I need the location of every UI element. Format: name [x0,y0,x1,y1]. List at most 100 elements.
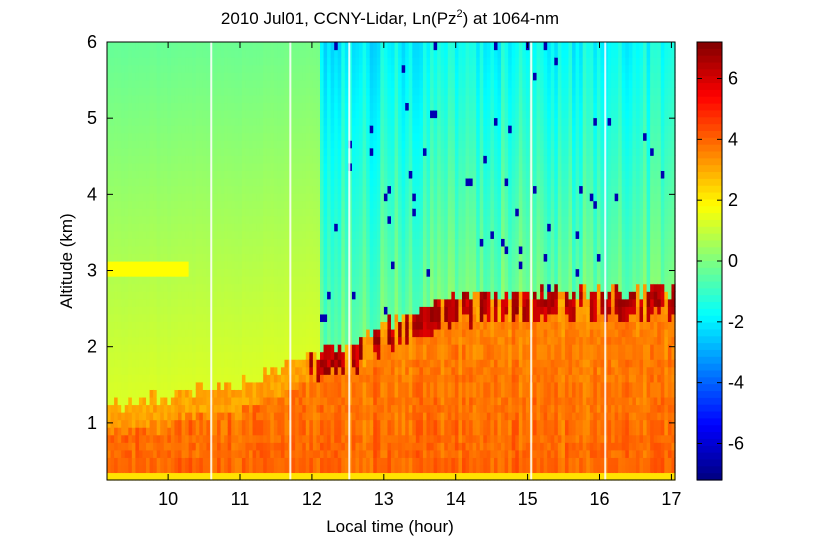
heatmap-cell [398,109,403,119]
heatmap-cell [259,336,264,345]
heatmap-cell [383,442,389,451]
heatmap-cell [156,328,161,338]
heatmap-cell [277,117,282,126]
heatmap-cell [320,396,325,406]
heatmap-cell [178,208,183,217]
heatmap-cell [316,291,321,300]
heatmap-cell [305,230,310,239]
heatmap-cell [256,336,261,345]
heatmap-cell [401,442,406,451]
heatmap-cell [398,102,403,111]
heatmap-cell [213,336,218,345]
heatmap-cell [153,328,158,338]
heatmap-cell [124,442,129,451]
heatmap-cell [188,306,193,315]
heatmap-cell [391,162,396,171]
heatmap-cell [192,162,197,171]
heatmap-cell [135,57,140,66]
heatmap-cell [170,336,176,345]
heatmap-cell [291,64,296,73]
heatmap-cell [302,230,307,239]
heatmap-cell [263,291,268,300]
heatmap-cell [160,464,165,474]
heatmap-cell [153,87,158,96]
heatmap-cell [178,94,183,104]
heatmap-cell [376,472,381,481]
heatmap-cell [124,79,129,88]
heatmap-cell [277,64,282,73]
heatmap-cell [114,328,119,338]
heatmap-cell [128,79,133,88]
heatmap-cell [351,291,357,300]
heatmap-cell [369,185,374,194]
heatmap-cell [291,442,296,451]
heatmap-cell [280,449,286,458]
heatmap-cell [291,298,296,307]
heatmap-cell [170,102,176,111]
heatmap-cell [263,102,268,111]
heatmap-cell [391,49,396,58]
heatmap-cell [337,177,342,187]
heatmap-cell [408,117,413,126]
heatmap-cell [202,283,207,292]
heatmap-cell [220,102,225,111]
heatmap-cell [195,185,200,194]
heatmap-cell [128,245,133,255]
heatmap-cell [220,419,225,428]
heatmap-cell [341,230,346,239]
heatmap-cell [149,434,154,443]
heatmap-cell [124,102,129,111]
heatmap-cell [312,109,318,119]
heatmap-cell [213,253,218,262]
heatmap-cell [138,72,144,81]
heatmap-cell [302,351,307,360]
heatmap-cell [355,49,360,58]
heatmap-cell [110,351,115,360]
heatmap-cell [398,457,403,466]
heatmap-cell [110,64,115,73]
heatmap-cell [280,109,286,119]
heatmap-cell [284,434,289,443]
heatmap-cell [383,125,389,134]
heatmap-cell [327,419,332,428]
heatmap-cell [408,381,413,390]
heatmap-cell [369,283,374,292]
heatmap-cell [305,147,310,156]
heatmap-cell [263,245,268,255]
heatmap-cell [312,276,318,285]
heatmap-cell [220,223,225,232]
heatmap-cell [302,283,307,292]
heatmap-cell [227,457,232,466]
heatmap-cell [320,42,325,51]
heatmap-cell [234,381,239,390]
heatmap-cell [320,276,325,285]
heatmap-cell [387,306,392,315]
heatmap-cell [273,276,278,285]
heatmap-cell [373,94,378,104]
heatmap-cell [291,291,296,300]
heatmap-cell [277,276,282,285]
heatmap-cell [220,245,225,255]
heatmap-cell [295,245,300,255]
heatmap-cell [316,298,321,307]
heatmap-cell [234,442,239,451]
heatmap-cell [270,200,275,209]
heatmap-cell [107,419,112,428]
heatmap-cell [266,321,271,330]
heatmap-cell [195,359,200,368]
heatmap-cell [149,313,154,323]
heatmap-cell [124,177,129,187]
heatmap-cell [270,57,275,66]
heatmap-cell [142,359,147,368]
heatmap-cell [266,298,271,307]
heatmap-cell [174,200,179,209]
heatmap-cell [351,245,357,255]
heatmap-cell [362,276,367,285]
heatmap-cell [142,42,147,51]
heatmap-cell [149,427,154,436]
heatmap-cell [110,291,115,300]
heatmap-cell [320,147,325,156]
heatmap-cell [295,427,300,436]
heatmap-cell [135,457,140,466]
heatmap-cell [163,102,168,111]
